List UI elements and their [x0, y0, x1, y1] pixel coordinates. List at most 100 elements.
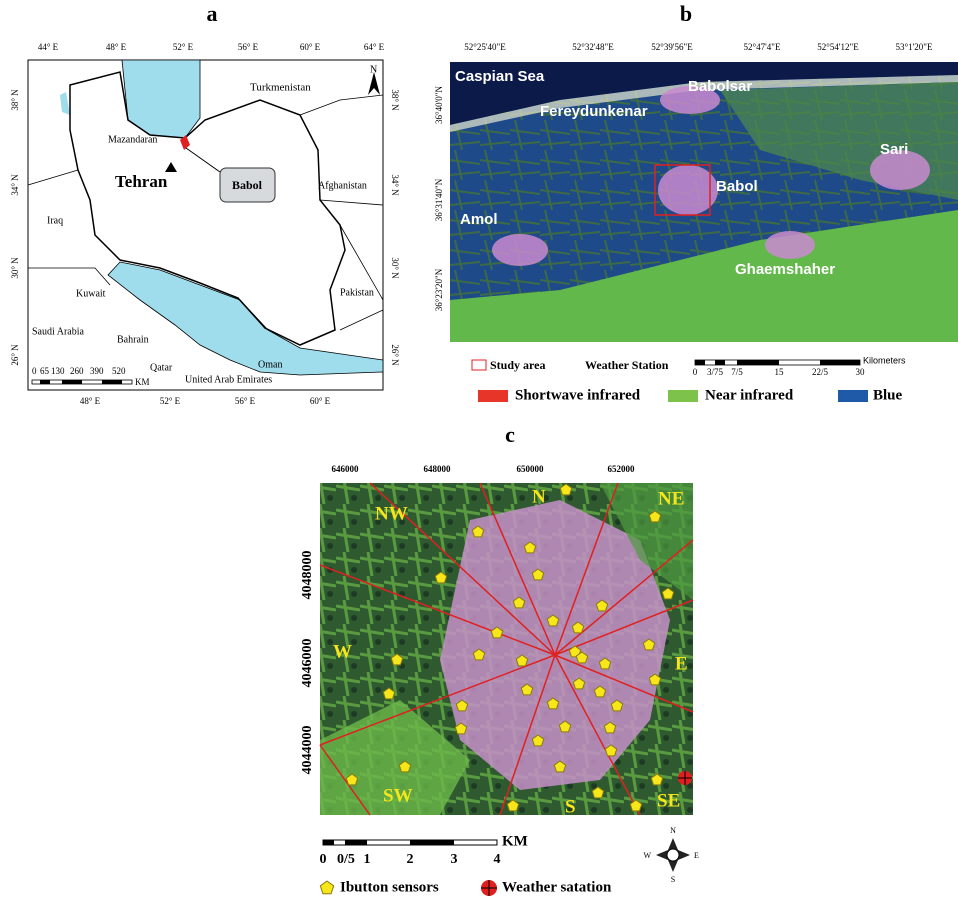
scale-label: 130	[51, 366, 65, 376]
scale-label: 520	[112, 366, 126, 376]
urban	[765, 231, 815, 259]
lon-label: 52°54'12"E	[817, 42, 859, 52]
place-label: Babol	[232, 178, 263, 192]
scale-label: 0	[320, 852, 327, 867]
compass-label: S	[671, 875, 675, 884]
figure: a 44° E 48° E 52° E 56° E 60° E 64° E 48…	[0, 0, 958, 903]
lat-label: 26° N	[390, 344, 400, 366]
place-label: Afghanistan	[318, 180, 367, 191]
place-label: Babolsar	[688, 78, 752, 95]
place-label: Ghaemshaher	[735, 261, 835, 278]
legend-marker	[320, 881, 333, 894]
sector-label: NW	[375, 503, 408, 524]
place-label: Kuwait	[76, 288, 106, 299]
lon-label: 48° E	[80, 396, 101, 406]
scale-unit: KM	[135, 377, 150, 387]
place-label: Pakistan	[340, 287, 374, 298]
lat-label: 38° N	[390, 89, 400, 111]
lon-label: 56° E	[238, 42, 259, 52]
scale-label: 22/5	[812, 367, 829, 377]
band-swatch	[668, 390, 698, 402]
x-coord: 650000	[517, 464, 545, 474]
place-label: Mazandaran	[108, 134, 157, 145]
lat-label: 26° N	[10, 344, 20, 366]
band-swatch	[838, 390, 868, 402]
urban	[658, 165, 718, 215]
legend-label: Weather Station	[585, 358, 669, 372]
scale-label: 30	[856, 367, 866, 377]
lat-label: 36°40'0"N	[434, 86, 444, 124]
lat-label: 36°23'20"N	[434, 268, 444, 311]
lon-label: 52°47'4"E	[744, 42, 781, 52]
scale-bar	[695, 360, 860, 365]
lon-label: 64° E	[364, 42, 385, 52]
y-coord: 4044000	[300, 726, 315, 775]
lon-label: 53°1'20"E	[896, 42, 933, 52]
legend-label: Weather satation	[502, 879, 612, 895]
legend-marker	[481, 880, 497, 896]
panel-label: a	[207, 1, 218, 26]
lat-label: 34° N	[390, 174, 400, 196]
scale-label: 0	[693, 367, 698, 377]
scale-bar	[32, 380, 132, 384]
lat-label: 38° N	[10, 89, 20, 111]
compass-label: W	[643, 851, 651, 860]
x-coord: 652000	[608, 464, 636, 474]
scale-label: 260	[70, 366, 84, 376]
sector-label: SE	[657, 790, 680, 811]
band-swatch	[478, 390, 508, 402]
scale-label: 2	[407, 852, 414, 867]
legend-swatch	[472, 360, 486, 370]
north-label: N	[370, 64, 377, 75]
sensor-marker	[320, 881, 333, 894]
y-coord: 4048000	[300, 551, 315, 600]
compass-label: E	[694, 851, 699, 860]
place-label: Caspian Sea	[455, 68, 545, 85]
lat-label: 34° N	[10, 174, 20, 196]
place-label: Oman	[258, 359, 282, 370]
lon-label: 60° E	[310, 396, 331, 406]
band-label: Shortwave infrared	[515, 387, 641, 403]
scale-unit: KM	[502, 833, 528, 849]
legend-label: Study area	[490, 358, 545, 372]
panel-label: b	[680, 1, 692, 26]
place-label: Sari	[880, 141, 908, 158]
lon-label: 56° E	[235, 396, 256, 406]
scale-label: 3	[451, 852, 458, 867]
lon-label: 48° E	[106, 42, 127, 52]
lon-label: 52°32'48"E	[572, 42, 614, 52]
place-label: Amol	[460, 211, 498, 228]
panel-label: c	[505, 422, 515, 447]
sector-label: E	[675, 653, 688, 674]
scale-label: 0/5	[337, 852, 355, 867]
lon-label: 52°25'40"E	[464, 42, 506, 52]
place-label: Qatar	[150, 362, 173, 373]
sector-label: S	[565, 796, 576, 817]
place-label: United Arab Emirates	[185, 374, 272, 385]
weather-station	[678, 771, 692, 785]
lon-label: 52°39'56"E	[651, 42, 693, 52]
place-label: Tehran	[115, 172, 168, 191]
scale-label: 390	[90, 366, 104, 376]
lon-label: 44° E	[38, 42, 59, 52]
lon-label: 60° E	[300, 42, 321, 52]
place-label: Babol	[716, 178, 758, 195]
urban	[492, 234, 548, 266]
legend-label: Ibutton sensors	[340, 879, 439, 895]
place-label: Turkmenistan	[250, 82, 311, 94]
place-label: Fereydunkenar	[540, 103, 648, 120]
x-coord: 646000	[332, 464, 360, 474]
sector-label: NE	[658, 488, 684, 509]
scale-unit: Kilometers	[863, 355, 906, 365]
scale-label: 7/5	[731, 367, 743, 377]
sector-label: SW	[383, 785, 413, 806]
place-label: Iraq	[47, 215, 63, 226]
place-label: Bahrain	[117, 334, 149, 345]
scale-label: 4	[494, 852, 501, 867]
sector-label: W	[333, 641, 352, 662]
lat-label: 30° N	[390, 257, 400, 279]
lon-label: 52° E	[173, 42, 194, 52]
x-coord: 648000	[424, 464, 452, 474]
scale-bar	[323, 840, 497, 845]
scale-label: 1	[364, 852, 371, 867]
